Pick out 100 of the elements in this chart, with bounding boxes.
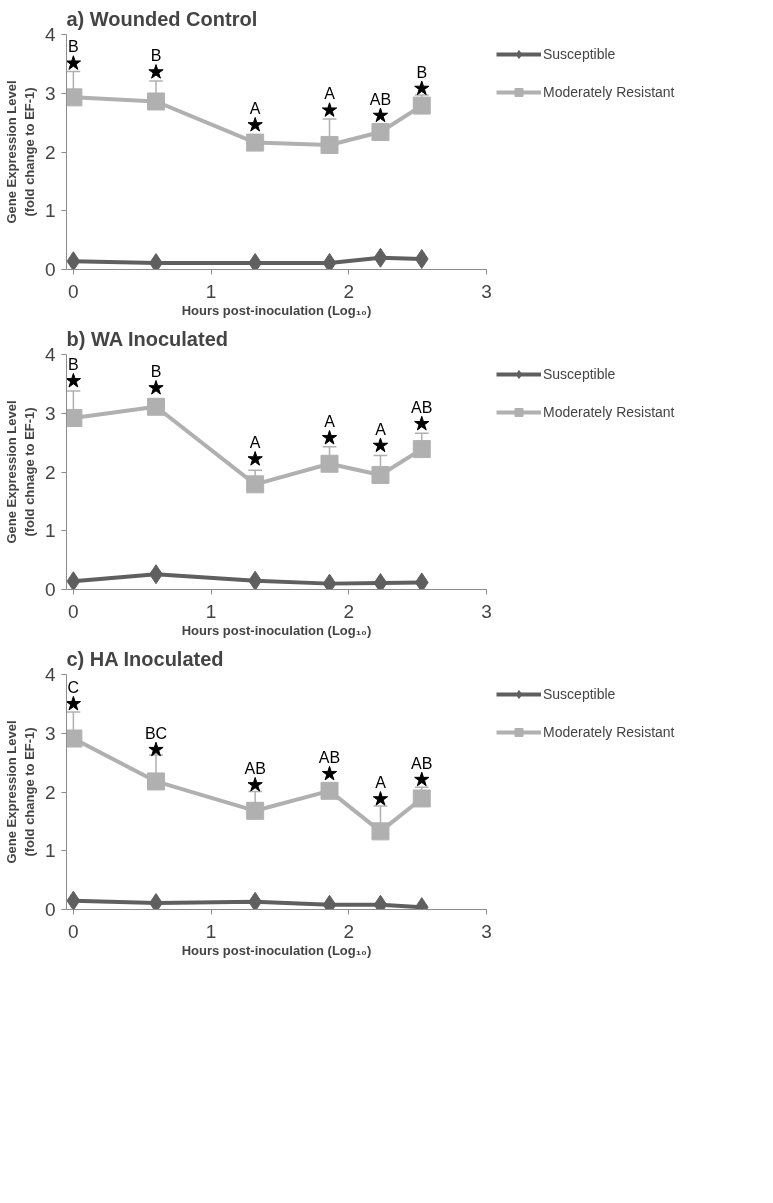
point xyxy=(66,571,81,590)
x-tick-label: 3 xyxy=(481,600,492,622)
point xyxy=(246,133,265,152)
y-tick-label: 2 xyxy=(44,781,56,803)
annotation: A xyxy=(375,420,387,438)
y-tick-label: 4 xyxy=(44,344,56,365)
point xyxy=(66,372,82,388)
x-tick-label: 1 xyxy=(205,280,217,302)
point xyxy=(320,454,339,473)
point xyxy=(248,570,262,590)
legend-label: Susceptible xyxy=(543,366,616,382)
annotation: AB xyxy=(411,754,433,772)
legend-label: Susceptible xyxy=(543,686,616,702)
y-tick-label: 1 xyxy=(44,840,56,862)
annotation: A xyxy=(375,774,387,792)
point xyxy=(246,475,265,494)
point xyxy=(66,251,81,270)
y-tick-label: 0 xyxy=(44,259,56,280)
point xyxy=(414,415,430,431)
annotation: AB xyxy=(244,759,266,777)
point xyxy=(321,765,338,781)
point xyxy=(414,80,430,96)
x-tick-label: 0 xyxy=(68,600,79,622)
point xyxy=(372,791,389,806)
x-tick-label: 3 xyxy=(481,920,492,942)
point xyxy=(371,822,390,841)
annotation: B xyxy=(416,63,428,81)
x-tick-label: 1 xyxy=(205,600,217,622)
legend-label: Susceptible xyxy=(543,46,616,62)
chart-title: b) WA Inoculated xyxy=(66,327,228,350)
x-tick-label: 0 xyxy=(68,280,79,302)
chart-title: c) HA Inoculated xyxy=(66,647,224,670)
point xyxy=(412,789,431,808)
point xyxy=(320,781,339,800)
x-axis-title: Hours post-inoculation (Log₁₀) xyxy=(181,942,372,958)
legend-label: Moderately Resistant xyxy=(543,84,675,100)
point xyxy=(321,429,338,445)
chart-title: a) Wounded Control xyxy=(66,7,258,30)
y-tick-label: 2 xyxy=(44,141,56,163)
point xyxy=(322,253,337,270)
point xyxy=(247,451,263,466)
y-tick-label: 3 xyxy=(44,402,56,424)
y-tick-label: 0 xyxy=(44,899,56,920)
x-tick-label: 2 xyxy=(343,600,355,622)
x-axis-title: Hours post-inoculation (Log₁₀) xyxy=(181,622,372,638)
point xyxy=(149,893,163,910)
point xyxy=(149,253,163,270)
annotation: AB xyxy=(411,398,433,416)
point xyxy=(412,440,431,459)
x-tick-label: 3 xyxy=(481,280,492,302)
y-axis-title: Gene Expression Level (fold change to EF-1) xyxy=(3,80,37,224)
y-tick-label: 4 xyxy=(44,24,56,45)
annotation: B xyxy=(68,355,79,373)
y-tick-label: 0 xyxy=(44,579,56,600)
point xyxy=(372,437,389,453)
point xyxy=(247,116,263,132)
point xyxy=(373,573,388,590)
point xyxy=(148,379,164,395)
point xyxy=(412,96,431,115)
point xyxy=(248,253,262,270)
y-tick-label: 3 xyxy=(44,82,56,104)
point xyxy=(66,729,83,748)
point xyxy=(148,64,164,79)
point xyxy=(247,776,263,792)
legend-label: Moderately Resistant xyxy=(543,404,675,420)
x-axis-title: Hours post-inoculation (Log₁₀) xyxy=(181,302,372,318)
point xyxy=(66,890,81,910)
point xyxy=(66,695,82,711)
annotation: C xyxy=(67,678,80,696)
point xyxy=(66,55,82,70)
legend-label: Moderately Resistant xyxy=(543,724,675,740)
y-axis-title: Gene Expression Level (fold chnage to EF-1) xyxy=(3,400,37,544)
y-tick-label: 1 xyxy=(44,200,56,222)
point xyxy=(66,88,83,107)
annotation: B xyxy=(150,362,162,380)
annotation: BC xyxy=(144,724,168,742)
annotation: AB xyxy=(369,90,392,108)
annotation: A xyxy=(324,412,336,430)
point xyxy=(148,741,164,757)
y-axis-title: Gene Expression Level (fold change to EF-1) xyxy=(3,720,37,864)
point xyxy=(371,123,390,142)
annotation: A xyxy=(249,434,261,452)
point xyxy=(414,771,430,787)
point xyxy=(414,572,429,590)
x-tick-label: 0 xyxy=(68,920,79,942)
x-tick-label: 2 xyxy=(343,920,355,942)
point xyxy=(320,135,339,154)
point xyxy=(414,248,429,269)
point xyxy=(147,92,166,111)
point xyxy=(66,408,83,427)
point xyxy=(246,801,265,820)
point xyxy=(147,397,166,416)
x-tick-label: 1 xyxy=(205,920,217,942)
y-tick-label: 2 xyxy=(44,461,56,483)
annotation: A xyxy=(249,99,261,117)
y-tick-label: 4 xyxy=(44,664,56,685)
annotation: B xyxy=(68,38,79,56)
y-tick-label: 1 xyxy=(44,520,56,542)
annotation: AB xyxy=(318,748,341,766)
x-tick-label: 2 xyxy=(343,280,355,302)
